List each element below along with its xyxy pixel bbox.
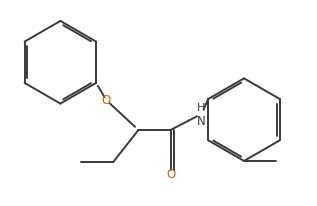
Text: H: H: [197, 103, 206, 113]
Text: N: N: [197, 115, 206, 128]
Text: O: O: [102, 94, 111, 107]
Text: O: O: [166, 168, 175, 181]
